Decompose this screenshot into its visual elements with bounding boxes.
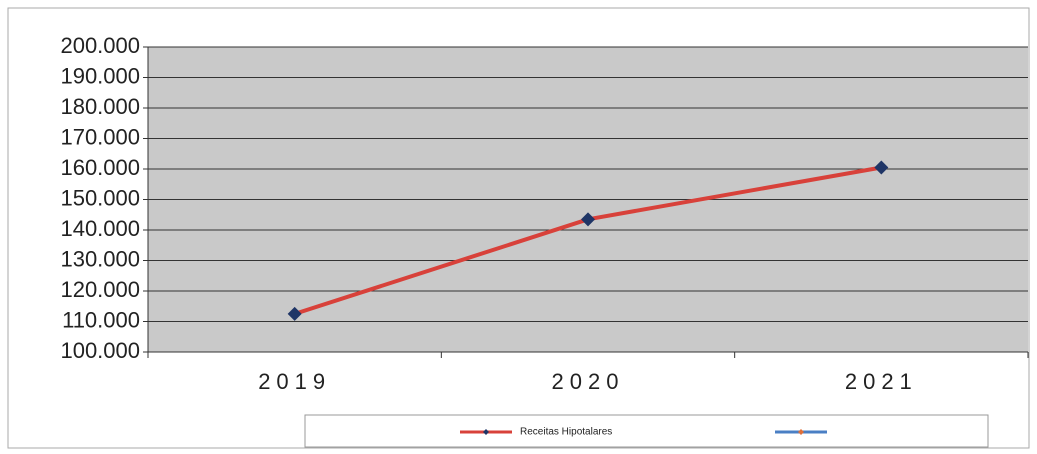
y-tick-label: 200.000 <box>60 33 140 58</box>
point-marker <box>581 212 595 227</box>
y-tick-label: 130.000 <box>60 246 140 271</box>
y-tick-label: 160.000 <box>60 155 140 180</box>
y-tick-label: 170.000 <box>60 124 140 149</box>
legend-label: Receitas Hipotalares <box>520 427 612 438</box>
y-tick-label: 190.000 <box>60 63 140 88</box>
point-marker <box>874 160 889 175</box>
x-tick-label: 2020 <box>552 369 625 394</box>
legend-marker <box>483 429 489 435</box>
y-tick-label: 180.000 <box>60 94 140 119</box>
x-tick-label: 2021 <box>845 369 918 394</box>
y-tick-label: 140.000 <box>60 216 140 241</box>
legend-box <box>304 414 989 448</box>
y-tick-label: 120.000 <box>60 277 140 302</box>
legend-marker <box>798 429 804 435</box>
y-tick-label: 150.000 <box>60 185 140 210</box>
x-tick-label: 2019 <box>258 369 331 394</box>
y-tick-label: 110.000 <box>62 307 140 332</box>
point-marker <box>287 306 302 321</box>
y-tick-label: 100.000 <box>60 338 140 363</box>
